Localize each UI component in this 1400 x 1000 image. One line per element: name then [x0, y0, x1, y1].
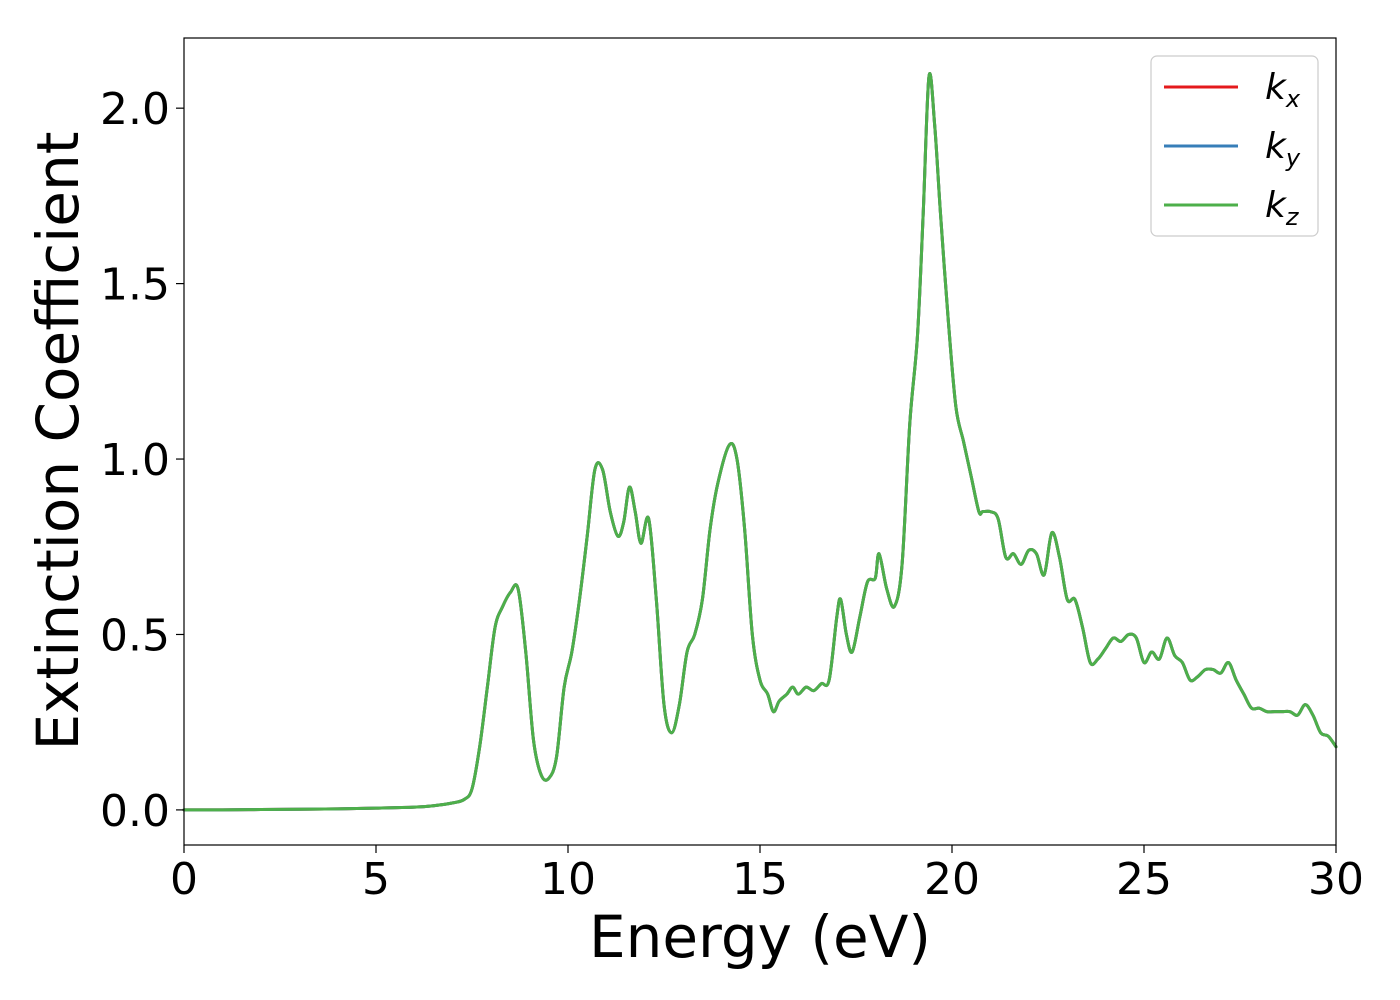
y-tick-label: 1.0 [100, 435, 170, 486]
legend-label-kx: kx [1265, 67, 1301, 113]
x-tick-label: 5 [362, 854, 390, 905]
y-tick-label: 1.5 [100, 260, 170, 311]
x-tick-label: 10 [540, 854, 596, 905]
x-tick-label: 0 [170, 854, 198, 905]
x-axis: 0 5 10 15 20 25 30 [170, 845, 1364, 905]
y-tick-label: 0.5 [100, 610, 170, 661]
x-tick-label: 25 [1116, 854, 1172, 905]
x-axis-label: Energy (eV) [589, 903, 931, 971]
y-axis: 0.0 0.5 1.0 1.5 2.0 [100, 84, 184, 837]
y-tick-label: 2.0 [100, 84, 170, 135]
series-layer [182, 72, 1338, 812]
x-tick-label: 15 [732, 854, 788, 905]
y-tick-label: 0.0 [100, 786, 170, 837]
legend-label-ky: ky [1265, 126, 1301, 172]
y-axis-label: Extinction Coefficient [24, 132, 92, 751]
x-tick-label: 20 [924, 854, 980, 905]
series-line-k-z [182, 72, 1338, 812]
x-tick-label: 30 [1308, 854, 1364, 905]
